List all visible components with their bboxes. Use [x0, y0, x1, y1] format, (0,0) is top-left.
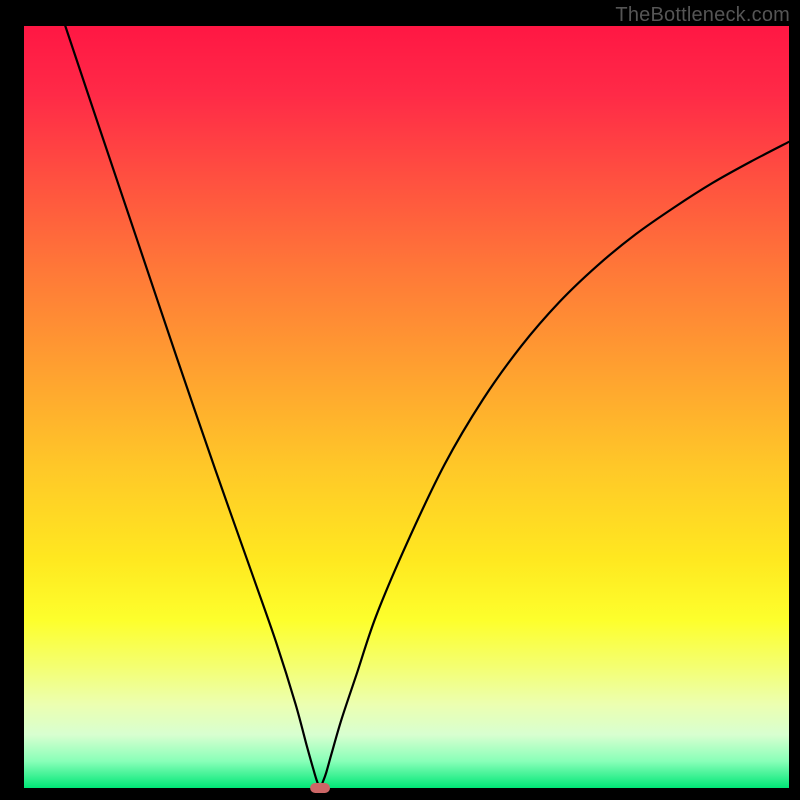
- bottleneck-chart: [0, 0, 800, 800]
- chart-container: TheBottleneck.com: [0, 0, 800, 800]
- chart-background: [24, 26, 789, 788]
- vertex-marker: [310, 783, 330, 793]
- watermark-text: TheBottleneck.com: [615, 4, 790, 27]
